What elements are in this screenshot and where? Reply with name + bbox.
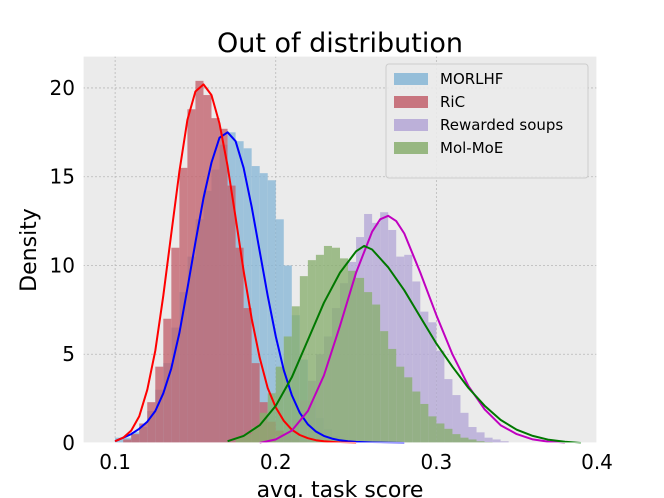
histogram-bar [420,311,429,443]
kde-curve [259,214,565,444]
y-axis-label: Density [17,208,42,292]
kde-curves [114,83,581,444]
histogram-bar [348,270,357,443]
histogram-bar [356,277,365,443]
histogram-bar [412,391,421,443]
legend-swatch [394,73,428,85]
histogram-bar [131,434,140,443]
histogram-bar [404,377,413,443]
histogram-bar [460,412,469,443]
plot-frame [82,55,598,444]
histogram-bar [267,393,276,443]
histogram-bar [123,439,132,443]
histogram-bar [444,428,453,443]
histogram-bar [484,437,493,443]
histogram-bar [315,254,324,443]
histogram-bar [251,363,260,443]
histogram-bar [259,173,268,443]
legend-label: MORLHF [440,70,503,88]
histogram-bar [420,403,429,443]
histogram-bar [283,336,292,443]
y-tick-label: 0 [62,431,75,455]
histogram-bar [452,395,461,443]
histogram-bar [211,118,220,443]
histogram-bar [404,254,413,443]
histogram-bar [452,434,461,443]
x-axis-label: avg. task score [257,478,424,498]
legend-label: Mol-MoE [440,139,503,157]
histogram-bar [203,95,212,443]
histogram-bar [428,322,437,443]
histogram-bar [444,379,453,443]
histogram-bar [323,245,332,443]
y-tick-label: 15 [50,165,75,189]
histogram-bar [388,229,397,443]
histogram-bar [364,292,373,443]
histogram-bar [227,185,236,443]
histogram-bar [460,437,469,443]
kde-curve [114,83,357,444]
histogram-bar [492,439,501,443]
histogram-bar [500,441,509,443]
histogram-bar [235,247,244,443]
histogram-bar [436,423,445,443]
histogram-bar [275,366,284,443]
legend-label: Rewarded soups [440,116,563,134]
x-tick-label: 0.3 [420,450,452,474]
histogram-bar [243,308,252,443]
histogram-bar [275,219,284,443]
histogram-bar [187,109,196,443]
histogram-bar [147,402,156,443]
kde-curve [114,131,405,444]
histogram-bar [155,366,164,443]
histogram-bar [468,427,477,443]
legend-swatch [394,119,428,131]
histogram-bar [436,350,445,443]
legend-swatch [394,142,428,154]
histogram-bar [396,256,405,443]
y-tick-label: 10 [50,253,75,277]
histogram-bar [340,258,349,443]
x-tick-label: 0.1 [99,450,131,474]
legend: MORLHF RiC Rewarded soups Mol-MoE [385,63,589,179]
histogram-bar [468,439,477,443]
histogram-bar [195,80,204,443]
histogram-bar [380,331,389,443]
axes: 0.1 0.2 0.3 0.4 0 5 10 15 20 [50,55,613,474]
legend-label: RiC [440,93,465,111]
y-tick-label: 20 [50,76,75,100]
x-tick-label: 0.2 [260,450,292,474]
histogram-bar [396,366,405,443]
histogram-bar [251,166,260,444]
histogram-bar [380,212,389,443]
histogram-bar [291,306,300,443]
chart-title: Out of distribution [217,28,463,59]
histogram-bar [219,128,228,443]
histogram-bar [171,247,180,443]
histogram-bar [476,432,485,443]
y-tick-label: 5 [62,342,75,366]
x-tick-label: 0.4 [581,450,613,474]
legend-swatch [394,96,428,108]
legend-box [385,63,589,179]
kde-curve [227,244,581,444]
histogram-bar [139,423,148,443]
histogram-bar [428,416,437,443]
histogram-bar [307,260,316,443]
histogram-bar [388,348,397,443]
histogram-bar [251,427,260,443]
histogram-bar [331,247,340,443]
histogram-bar [235,437,244,443]
histogram-bar [243,434,252,443]
histogram-bar [299,276,308,443]
histogram-bar [372,304,381,443]
histogram-bar [259,412,268,443]
histogram-bar [412,281,421,443]
histogram-bar [476,441,485,443]
